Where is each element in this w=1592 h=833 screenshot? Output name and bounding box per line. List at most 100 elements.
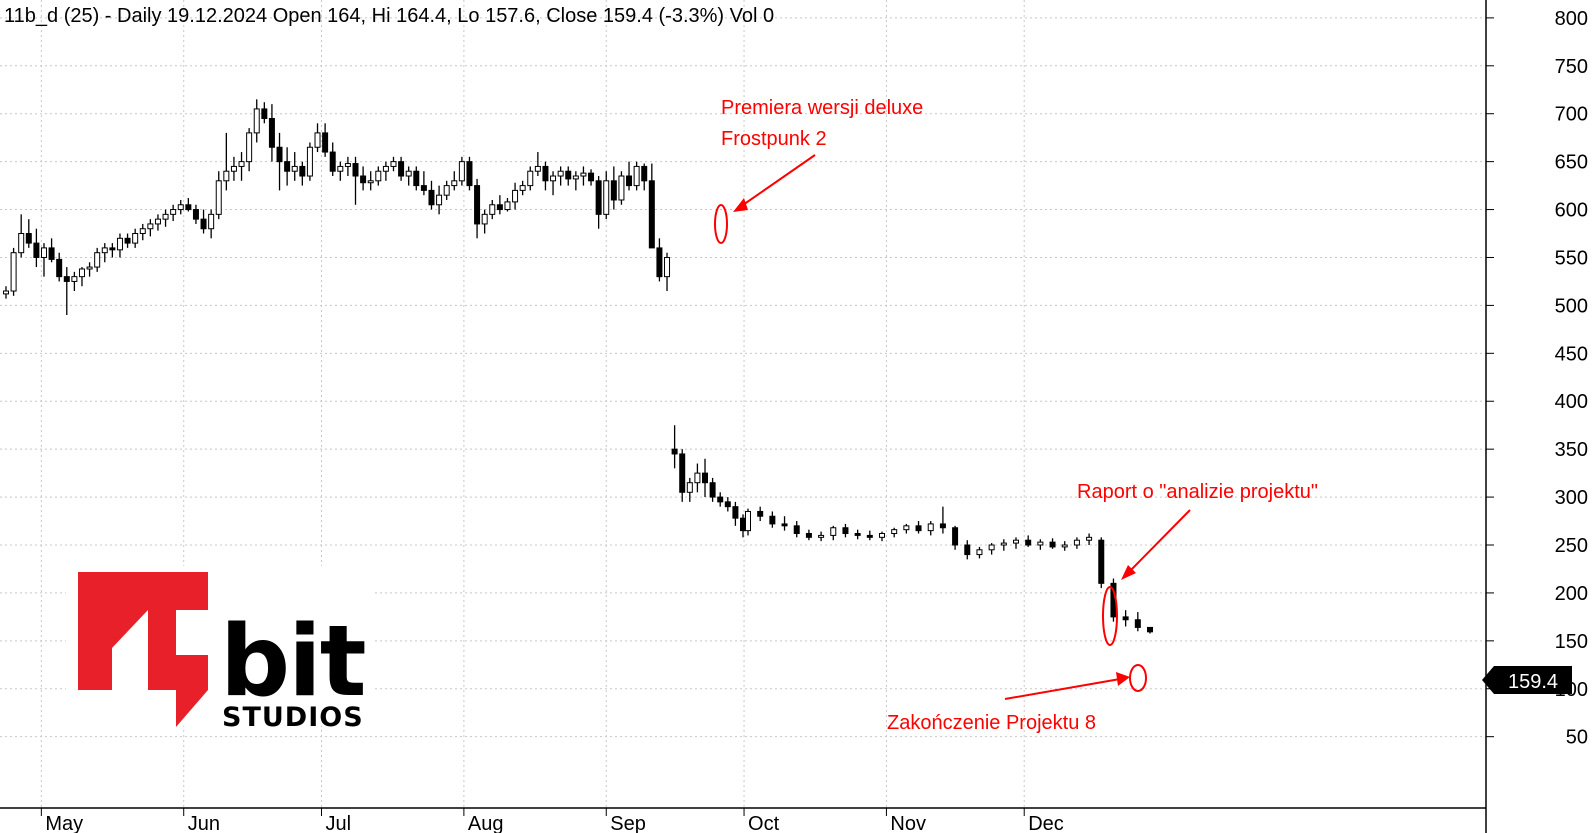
candle [1147, 626, 1153, 634]
candle [200, 209, 207, 234]
candle [268, 104, 275, 162]
candle [291, 152, 298, 181]
candlestick-series [3, 99, 1153, 634]
candle [78, 267, 85, 287]
candle [63, 267, 70, 315]
annotation-project8: Zakończenie Projektu 8 [887, 664, 1147, 734]
candle [413, 166, 420, 191]
candle [337, 161, 344, 181]
x-tick-label: Aug [468, 813, 504, 833]
y-tick-label: 250 [1555, 535, 1588, 557]
candle [781, 516, 788, 531]
candle [360, 166, 367, 191]
candle [398, 156, 405, 181]
candle [648, 163, 655, 249]
annotation-project8-line1: Zakończenie Projektu 8 [887, 712, 1096, 734]
candle [215, 171, 222, 220]
candle [805, 529, 812, 541]
x-tick-label: Oct [748, 813, 780, 833]
candle [818, 531, 825, 542]
y-tick-label: 50 [1566, 727, 1588, 749]
y-tick-label: 800 [1555, 8, 1588, 30]
candle [253, 99, 260, 143]
11-bit-studios-logo: bit STUDIOS [66, 566, 374, 733]
candle [86, 262, 93, 277]
candle [101, 243, 108, 263]
candle [40, 243, 47, 277]
candle [976, 546, 983, 559]
candle [261, 102, 268, 124]
candle [952, 525, 959, 550]
y-tick-label: 600 [1555, 200, 1588, 222]
candle [489, 199, 496, 220]
candle [367, 171, 374, 191]
candle [3, 286, 9, 299]
candle [927, 521, 934, 536]
candle [192, 204, 199, 224]
logo-subword: STUDIOS [222, 702, 364, 733]
x-tick-label: Sep [610, 813, 646, 833]
candle [626, 161, 633, 191]
candle [1134, 612, 1141, 632]
candle [344, 156, 351, 177]
candle [915, 521, 922, 534]
candle [170, 204, 177, 222]
logo-mark [78, 572, 208, 727]
y-tick-label: 300 [1555, 487, 1588, 509]
candle [162, 209, 169, 227]
candle [139, 223, 146, 241]
x-tick-label: Jul [326, 813, 352, 833]
candle [246, 128, 253, 172]
annotation-deluxe: Premiera wersji deluxe Frostpunk 2 [714, 97, 923, 244]
candle [724, 497, 731, 512]
candle [94, 247, 101, 272]
y-tick-label: 650 [1555, 152, 1588, 174]
candle [1098, 537, 1105, 589]
candle [1037, 539, 1044, 550]
candle [474, 178, 481, 239]
x-tick-label: Nov [890, 813, 926, 833]
candle [534, 152, 541, 177]
candle [757, 506, 764, 522]
candle [299, 161, 306, 186]
candle [10, 247, 17, 296]
last-price-value: 159.4 [1508, 671, 1558, 693]
candle [458, 156, 465, 186]
candle [1049, 538, 1056, 549]
candle [793, 521, 800, 538]
candle [154, 214, 161, 231]
candle [329, 142, 336, 177]
candle [671, 425, 678, 469]
y-tick-label: 550 [1555, 247, 1588, 269]
candle [588, 169, 595, 186]
candle [1086, 533, 1093, 545]
candle [284, 147, 291, 186]
candle [618, 171, 625, 205]
candle [1013, 537, 1019, 549]
candle [18, 214, 25, 258]
candle [238, 152, 245, 181]
candle [56, 252, 63, 282]
candle [496, 195, 503, 215]
candle [580, 166, 587, 186]
last-price-tag: 159.4 [1482, 666, 1572, 694]
candle [1073, 537, 1080, 549]
candle [565, 166, 572, 186]
candle [603, 171, 610, 220]
x-axis-tick-labels: May Jun Jul Aug Sep Oct Nov Dec [45, 813, 1063, 833]
candle [71, 271, 78, 292]
candle [48, 238, 55, 263]
candle [512, 182, 519, 210]
candle [443, 180, 450, 200]
candle [633, 161, 640, 191]
y-tick-label: 350 [1555, 439, 1588, 461]
candle [732, 501, 739, 526]
candle [109, 243, 116, 258]
candle [306, 142, 313, 181]
candle [891, 527, 898, 538]
candle [25, 219, 32, 248]
candle [177, 199, 184, 215]
candle [769, 511, 776, 528]
candle [420, 171, 427, 196]
